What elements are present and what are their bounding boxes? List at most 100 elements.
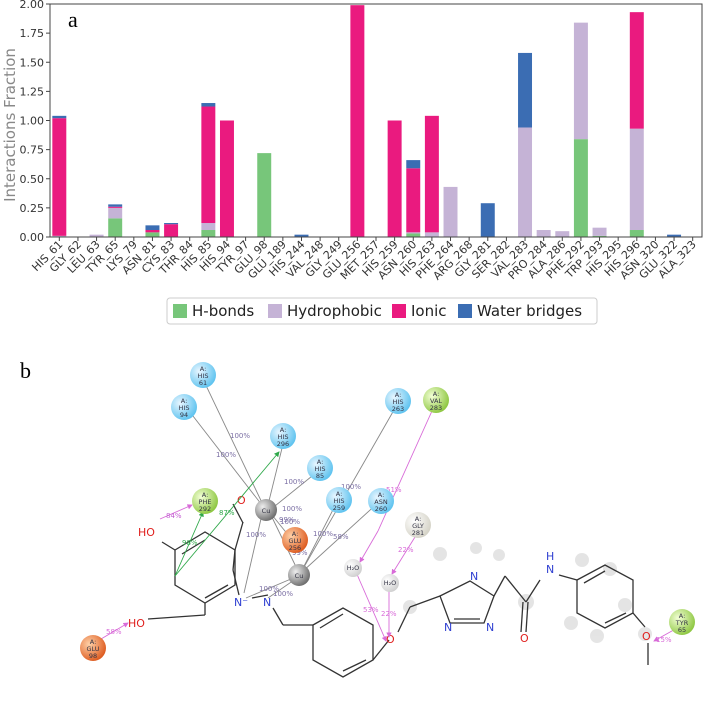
atom-oh-bottom: HO [128,617,145,630]
bar-hydrophobic-ala_286 [555,231,570,237]
residue-label: ASN [374,498,388,506]
residue-sphere [171,394,197,420]
y-tick-label: 0.25 [20,202,45,215]
bar-ionic-cys_83 [164,224,179,237]
pct-label: 58% [106,628,122,636]
bar-ionic-his_85 [201,106,216,224]
bar-water-bridges-his_61 [52,115,67,119]
atom-n-minus: N⁻ [234,596,248,609]
bar-water-bridges-tyr_65 [108,204,123,207]
bar-hydrophobic-his_263 [424,232,439,237]
bar-hydrophobic-his_85 [201,223,216,231]
pct-label: 87% [219,509,235,517]
bar-h-bonds-his_296 [629,230,644,237]
residue-label: 85 [316,472,324,480]
residue-sphere [270,423,296,449]
residue-label: A: [433,390,440,398]
residue-sphere [423,387,449,413]
bar-hydrophobic-trp_293 [592,227,607,236]
residue-label: 292 [199,505,211,513]
residue-label: HIS [334,497,345,505]
pct-label: 100% [280,518,300,526]
atom-triazole-n2: N [486,621,494,634]
bar-h-bonds-glu_98 [257,153,272,237]
residue-sphere [190,362,216,388]
bar-h-bonds-asn_81 [145,232,160,237]
pct-label: 100% [284,478,304,486]
bar-ionic-asn_260 [406,168,421,233]
panel-a-label: a [68,7,78,32]
residue-label: HIS [198,372,209,380]
interactions-bar-chart: a Interactions Fraction 0.00 0.25 0.50 0.75… [1,0,703,325]
residue-label: 263 [392,405,404,413]
residue-label: 296 [277,440,289,448]
atom-amide-o: O [520,632,529,645]
pct-label: 51% [386,486,402,494]
residue-label: 256 [289,544,301,552]
legend-water-bridges: Water bridges [477,302,582,320]
residue-label: 98 [89,652,97,660]
y-tick-label: 0.50 [20,173,45,186]
residue-label: A: [317,458,324,466]
pct-label: 15% [656,636,672,644]
x-ticks: HIS_61GLY_62LEU_63TYR_65LYS_79ASN_81CYS_… [29,237,699,283]
pct-label: 22% [381,610,397,618]
bar-water-bridges-his_85 [201,103,216,107]
bar-ionic-his_94 [219,120,234,237]
bar-hydrophobic-pro_284 [536,230,551,237]
atom-amide-h: H [546,550,554,563]
residue-sphere [192,488,218,514]
residue-sphere [282,527,308,553]
residue-label: A: [280,426,287,434]
legend-swatch-ionic [392,304,406,318]
residue-label: PHE [199,498,212,506]
water-molecules: H₂O H₂O [344,559,399,592]
interaction-arrows [100,401,680,642]
legend-swatch-hbonds [173,304,187,318]
residue-label: HIS [179,404,190,412]
residue-label: 94 [180,411,188,419]
bar-ionic-asn_81 [145,230,160,233]
atom-carbonyl-o: O [237,494,246,507]
bar-hydrophobic-his_296 [629,128,644,231]
bar-ionic-his_61 [52,118,67,236]
atom-methoxy-o: O [642,630,651,643]
bar-hydrophobic-tyr_65 [108,207,123,219]
residue-label: A: [336,490,343,498]
pct-label: 100% [273,590,293,598]
bar-hydrophobic-phe_264 [443,186,458,237]
residue-sphere [326,487,352,513]
legend-hydrophobic: Hydrophobic [287,302,382,320]
pct-label: 99% [279,516,295,524]
residue-label: A: [202,491,209,499]
bar-water-bridges-val_283 [518,52,533,128]
residue-nodes: A:HIS61A:HIS94A:HIS296A:HIS85A:HIS263A:V… [80,362,695,661]
residue-label: 283 [430,404,442,412]
residue-label: 281 [412,529,424,537]
residue-label: HIS [315,465,326,473]
cu-ion-2: Cu [295,572,304,580]
bars [52,5,682,238]
atom-amide-nh: N [546,563,554,576]
pct-label: 100% [313,530,333,538]
residue-label: TYR [675,619,689,627]
ligand-atom-labels: HO HO O N⁻ N O N N N O N H O [128,494,651,646]
metal-coordination-lines [185,374,399,599]
bar-h-bonds-trp_293 [592,235,607,237]
bar-h-bonds-asn_260 [406,233,421,237]
residue-label: VAL [430,397,442,405]
y-tick-label: 0.75 [20,144,45,157]
residue-label: A: [292,530,299,538]
bar-water-bridges-his_244 [294,234,309,237]
bar-ionic-his_259 [387,120,402,237]
residue-sphere [307,455,333,481]
pct-label: 100% [216,451,236,459]
water-1: H₂O [347,564,360,572]
